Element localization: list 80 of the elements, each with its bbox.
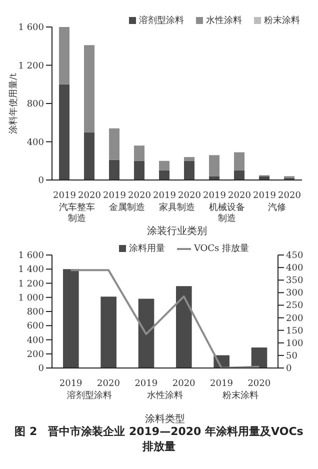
legend-label: 溶剂型涂料 [138,14,184,27]
x-tick-label: 2020 [278,191,302,201]
bar [109,160,120,180]
text: 图 2 晋中市涂装企业 2019—2020 年涂料用量及VOCs 排放量 [14,424,304,454]
text: 汽车整车制造 [59,202,95,224]
y2-tick-label: 100 [286,338,304,349]
bar [259,176,270,180]
line-series [70,269,260,368]
bar [134,160,144,180]
y-axis-title: 涂料年使用量/t [8,72,19,134]
text: 水性涂料 [147,390,183,401]
y-tick-label: 1 400 [18,265,44,276]
y2-tick-label: 250 [286,301,304,312]
y2-tick-label: 0 [286,364,292,374]
text: 汽修 [268,202,286,213]
legend-label: VOCs 排放量 [192,242,250,255]
y2-tick-label: 200 [286,314,304,324]
bar [109,128,120,160]
x-tick-label: 2020 [172,379,196,389]
text: 金属制造 [109,202,145,213]
bar [234,170,244,180]
y-tick-label: 1 200 [18,61,44,72]
y-tick-label: 0 [38,176,44,186]
bar [159,170,170,180]
y-tick-label: 1 600 [18,251,44,261]
bar [59,27,70,84]
bar [84,45,94,132]
bar [209,155,220,176]
legend-label: 粉末涂料 [263,14,300,27]
bar [100,296,116,368]
bar [234,152,244,170]
y-tick-label: 400 [26,336,44,346]
x-tick-label: 2019 [210,379,234,389]
y-tick-label: 1 200 [18,279,44,290]
bar [176,286,192,368]
y-tick-label: 800 [26,308,44,318]
bar [184,157,194,161]
y2-tick-label: 150 [286,326,304,336]
y2-tick-label: 450 [286,251,304,261]
bar [63,269,79,368]
x-tick-label: 2020 [97,379,120,389]
legend-label: 涂料用量 [128,242,165,255]
bar [134,146,144,161]
bar [184,160,194,180]
y2-tick-label: 300 [286,288,304,299]
x-axis-title: 涂料类型 [145,413,185,425]
y2-tick-label: 50 [286,351,298,362]
text: 溶剂型涂料 [67,390,112,401]
x-tick-label: 2019 [59,379,83,389]
x-tick-label: 2020 [248,379,271,389]
text: 粉末涂料 [222,390,258,401]
x-tick-label: 2020 [228,191,252,201]
bar [251,348,268,368]
x-tick-label: 2019 [134,379,158,389]
x-tick-label: 2019 [103,191,126,201]
x-tick-label: 2019 [53,191,76,201]
legend-label: 水性涂料 [205,14,242,27]
x-tick-label: 2019 [203,191,226,201]
y2-tick-label: 400 [286,264,304,274]
bar [159,160,170,170]
y-tick-label: 600 [26,322,44,332]
y2-tick-label: 350 [286,276,304,286]
text: 家具制造 [159,202,195,213]
x-tick-label: 2020 [128,191,152,201]
y-tick-label: 1 600 [18,23,44,33]
y-tick-label: 400 [26,138,44,148]
text: 机械设备制造 [209,202,245,224]
bar [138,298,154,368]
y-tick-label: 0 [38,364,44,374]
y-tick-label: 1 000 [18,293,44,304]
x-tick-label: 2020 [78,191,102,201]
x-tick-label: 2019 [153,191,176,201]
y-tick-label: 800 [26,100,44,110]
x-tick-label: 2019 [253,191,276,201]
y-tick-label: 200 [26,350,44,360]
x-axis-title: 涂装行业类别 [147,225,207,237]
bar [59,84,70,180]
bar [84,132,94,180]
x-tick-label: 2020 [178,191,202,201]
bar [209,176,220,180]
